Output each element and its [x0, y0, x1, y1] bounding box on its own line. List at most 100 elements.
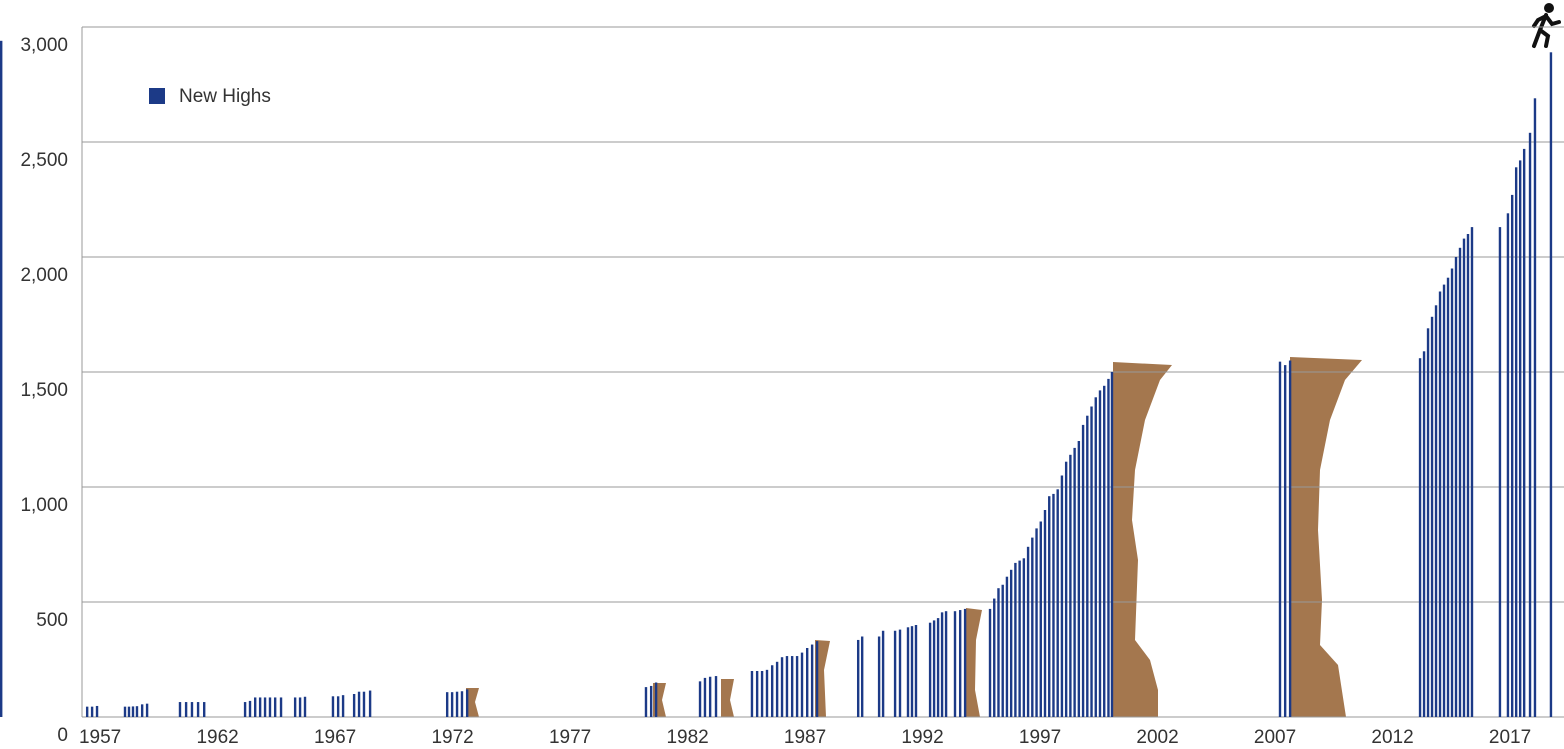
bar: [1107, 378, 1110, 717]
bar: [95, 705, 99, 717]
bar: [795, 656, 799, 717]
bar: [644, 687, 648, 717]
bar: [331, 696, 335, 717]
bar: [341, 695, 345, 717]
bar: [953, 611, 957, 717]
x-tick-label: 1997: [1019, 727, 1061, 748]
y-tick-label: 2,000: [20, 265, 68, 286]
y-tick-label: 1,000: [20, 495, 68, 516]
bar: [243, 702, 247, 717]
bar: [750, 671, 754, 717]
bar: [1086, 415, 1089, 717]
bar: [450, 692, 454, 717]
bar: [0, 40, 3, 718]
bar: [253, 697, 257, 717]
bar: [914, 625, 918, 717]
bar: [785, 656, 789, 717]
bar: [1014, 562, 1017, 717]
bar: [760, 671, 764, 717]
runner-icon: [1532, 3, 1561, 48]
legend-swatch: [149, 88, 165, 104]
bar: [1110, 372, 1114, 717]
bar: [1462, 238, 1466, 717]
bar: [1081, 424, 1085, 717]
bar: [190, 702, 194, 717]
bar: [140, 704, 144, 717]
bar: [1278, 361, 1282, 717]
bar: [770, 665, 774, 717]
bar: [1438, 291, 1442, 717]
bar: [273, 697, 277, 717]
bar: [1466, 234, 1470, 717]
bar: [298, 697, 302, 717]
bar: [932, 620, 936, 717]
bar: [1510, 194, 1514, 717]
bar: [755, 671, 759, 717]
bar: [1056, 489, 1059, 717]
bar: [698, 681, 702, 717]
bar: [805, 648, 809, 717]
bar: [1064, 461, 1068, 717]
bar: [936, 618, 940, 717]
bar: [881, 630, 885, 717]
bar: [988, 608, 992, 717]
bar: [1052, 493, 1055, 717]
bar: [268, 697, 272, 717]
bar: [1514, 167, 1518, 718]
bar: [131, 706, 135, 717]
bar: [775, 661, 779, 717]
bar: [1069, 454, 1072, 717]
bar: [263, 697, 267, 717]
bar: [90, 706, 94, 717]
y-tick-label: 1,500: [20, 380, 68, 401]
bar: [893, 630, 897, 717]
bar: [997, 588, 1000, 717]
bar: [202, 702, 206, 717]
bar: [184, 702, 188, 717]
bar: [196, 702, 200, 717]
bar: [1098, 390, 1102, 717]
bar: [958, 610, 962, 717]
bar: [654, 682, 658, 717]
bar: [790, 656, 794, 717]
bar: [1031, 537, 1034, 717]
bar: [1528, 132, 1532, 718]
bar: [877, 636, 881, 717]
bar: [1018, 560, 1021, 717]
bar: [860, 636, 864, 717]
bar: [1470, 227, 1474, 717]
bar: [708, 676, 712, 717]
x-tick-label: 2007: [1254, 727, 1296, 748]
x-tick-label: 2017: [1489, 727, 1531, 748]
bar: [1522, 148, 1526, 717]
bar: [1073, 447, 1076, 717]
bar: [1009, 569, 1013, 717]
bar: [460, 691, 464, 717]
bar: [1048, 496, 1051, 717]
x-tick-label: 1962: [196, 727, 238, 748]
bar: [1043, 510, 1047, 717]
bar: [815, 641, 819, 717]
rock: [815, 640, 830, 717]
bar: [1283, 365, 1287, 717]
y-tick-label: 2,500: [20, 150, 68, 171]
rock: [721, 679, 734, 717]
bar: [1549, 52, 1553, 718]
bar: [1026, 546, 1030, 717]
bar: [1090, 406, 1093, 717]
bar: [1450, 268, 1454, 717]
bar: [714, 676, 718, 717]
bar: [1426, 328, 1430, 717]
rock: [1113, 362, 1172, 717]
bar: [1005, 576, 1009, 717]
bar: [963, 608, 967, 717]
bar: [85, 706, 89, 717]
bar: [258, 697, 262, 717]
bar: [368, 690, 372, 717]
bar: [1434, 305, 1438, 717]
bar: [352, 694, 356, 717]
bar: [1422, 351, 1426, 717]
bar: [800, 652, 804, 717]
bar: [1094, 397, 1097, 717]
bar: [445, 692, 449, 717]
